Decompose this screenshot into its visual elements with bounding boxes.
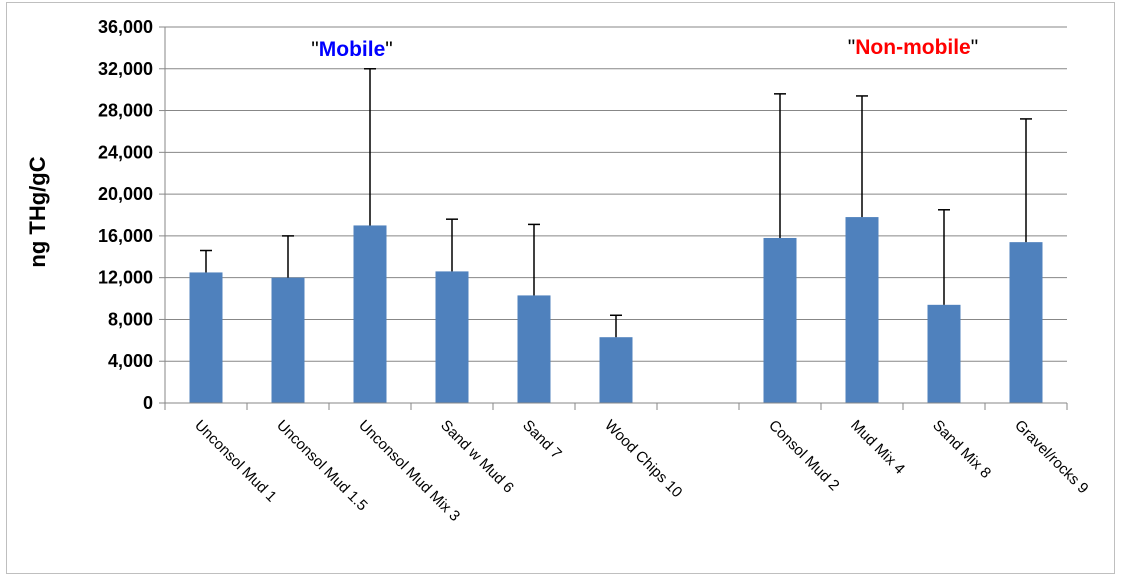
y-tick-label: 32,000 — [98, 59, 153, 79]
bar — [271, 277, 305, 403]
y-tick-label: 4,000 — [108, 351, 153, 371]
gridlines — [165, 26, 1067, 362]
bar — [845, 217, 879, 403]
non-mobile-group-label: "Non-mobile" — [848, 36, 978, 59]
y-tick-label: 36,000 — [98, 17, 153, 37]
x-tick-label: Mud Mix 4 — [847, 417, 908, 478]
y-tick-label: 12,000 — [98, 268, 153, 288]
bar — [435, 271, 469, 403]
y-tick-label: 0 — [143, 393, 153, 413]
x-tick-label: Sand w Mud 6 — [437, 417, 517, 497]
bar — [353, 225, 387, 403]
y-axis-label: ng THg/gC — [25, 156, 50, 267]
bars — [189, 217, 1043, 403]
bar — [927, 304, 961, 403]
y-tick-label: 24,000 — [98, 142, 153, 162]
y-tick-label: 8,000 — [108, 309, 153, 329]
error-bars — [200, 68, 1032, 338]
x-tick-label: Consol Mud 2 — [765, 417, 842, 494]
x-tick-label: Sand Mix 8 — [929, 417, 994, 482]
y-tick-label: 20,000 — [98, 184, 153, 204]
x-tick-label: Unconsol Mud 1.5 — [273, 417, 371, 515]
x-tick-label: Gravel/rocks 9 — [1011, 417, 1091, 497]
bar — [599, 337, 633, 403]
y-tick-label: 16,000 — [98, 226, 153, 246]
y-tick-labels: 0 4,000 8,000 12,000 16,000 20,000 24,000 28,00… — [98, 17, 153, 413]
bar — [1009, 242, 1043, 403]
axes — [159, 26, 1068, 410]
bar — [517, 295, 551, 403]
x-tick-label: Sand 7 — [519, 417, 565, 463]
x-tick-label: Wood Chips 10 — [601, 417, 685, 501]
y-tick-label: 28,000 — [98, 101, 153, 121]
bar — [189, 272, 223, 403]
x-tick-label: Unconsol Mud 1 — [191, 417, 280, 506]
mobile-group-label: "Mobile" — [311, 38, 392, 61]
bar — [763, 237, 797, 403]
